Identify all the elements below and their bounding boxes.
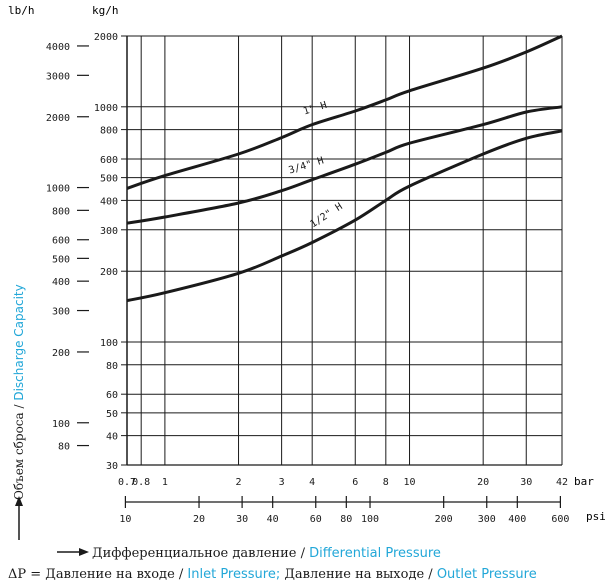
- x-bar-tick-label: 30: [520, 477, 532, 488]
- y-axis-arrow-head: [15, 496, 23, 506]
- dp-inlet-pressure-en: Inlet Pressure;: [187, 567, 280, 582]
- y-kg-tick-label: 600: [100, 155, 118, 166]
- x-psi-tick-label: 300: [478, 514, 496, 525]
- x-bar-tick-label: 0.7: [118, 477, 136, 488]
- y-kg-tick-label: 2000: [94, 32, 118, 43]
- y-lb-tick-label: 300: [52, 307, 70, 318]
- x-bar-tick-label: 8: [383, 477, 389, 488]
- y-axis-title-ru: Объем сброса: [12, 412, 26, 500]
- dp-definition-prefix: ΔP = Давление на входе /: [8, 567, 187, 582]
- y-lb-tick-label: 400: [52, 277, 70, 288]
- axis-labels: lb/h kg/h bar psi Объем сброса / Dischar…: [8, 4, 605, 582]
- plot-frame: [126, 36, 562, 466]
- y-kg-tick-label: 100: [100, 338, 118, 349]
- x-psi-tick-label: 40: [267, 514, 279, 525]
- y-kg-tick-label: 30: [106, 461, 118, 472]
- y-axis-title-en: Discharge Capacity: [12, 284, 26, 400]
- x-bar-tick-label: 20: [477, 477, 489, 488]
- y-lb-tick-label: 80: [58, 442, 70, 453]
- y-kg-tick-label: 300: [100, 226, 118, 237]
- x-axis-title-en: Differential Pressure: [309, 546, 441, 561]
- y-lb-tick-label: 600: [52, 236, 70, 247]
- x-bar-tick-label: 10: [404, 477, 416, 488]
- y-lb-tick-label: 800: [52, 206, 70, 217]
- x-psi-tick-label: 30: [236, 514, 248, 525]
- y-left-unit-label: lb/h: [8, 4, 35, 17]
- x-psi-tick-label: 20: [193, 514, 205, 525]
- capacity-curves: 1" H3/4" H1/2" H: [126, 34, 563, 303]
- x-psi-tick-label: 80: [340, 514, 352, 525]
- x-bar-tick-label: 4: [309, 477, 315, 488]
- series-line: [126, 34, 563, 190]
- x-bar-tick-label: 1: [162, 477, 168, 488]
- x-axis-title-ru: Дифференциальное давление: [92, 546, 297, 561]
- dp-definition-mid: Давление на выходе /: [280, 567, 437, 582]
- x-psi-tick-label: 600: [551, 514, 569, 525]
- series-line: [126, 129, 563, 303]
- y-lb-tick-label: 1000: [46, 184, 70, 195]
- x-psi-tick-label: 400: [508, 514, 526, 525]
- x-top-unit-label: bar: [574, 475, 594, 488]
- grid-lines: [126, 35, 563, 466]
- y-kg-tick-label: 50: [106, 409, 118, 420]
- x-psi-tick-label: 60: [310, 514, 322, 525]
- svg-text:Дифференциальное давление / Di: Дифференциальное давление / Differential…: [92, 546, 441, 561]
- y-lb-tick-label: 3000: [46, 71, 70, 82]
- y-lb-tick-label: 2000: [46, 113, 70, 124]
- x-bar-tick-label: 2: [236, 477, 242, 488]
- x-psi-tick-label: 10: [119, 514, 131, 525]
- y-kg-tick-label: 80: [106, 361, 118, 372]
- series-line: [126, 105, 563, 225]
- svg-text:ΔP = Давление на входе / Inlet: ΔP = Давление на входе / Inlet Pressure;…: [8, 567, 537, 582]
- x-axis-title-sep: /: [296, 546, 309, 561]
- y-lb-tick-label: 4000: [46, 42, 70, 53]
- dp-outlet-pressure-en: Outlet Pressure: [437, 567, 537, 582]
- y-lb-tick-label: 500: [52, 254, 70, 265]
- y-kg-tick-label: 60: [106, 390, 118, 401]
- x-psi-tick-label: 100: [361, 514, 379, 525]
- y-kg-tick-label: 1000: [94, 103, 118, 114]
- y-kg-tick-label: 800: [100, 126, 118, 137]
- y-axis-title-sep: /: [12, 401, 26, 413]
- x-bottom-unit-label: psi: [586, 510, 605, 523]
- y-kg-tick-label: 500: [100, 174, 118, 185]
- y-kg-tick-label: 400: [100, 196, 118, 207]
- svg-text:Объем сброса / Discharge Capac: Объем сброса / Discharge Capacity: [12, 284, 26, 500]
- y-right-unit-label: kg/h: [92, 4, 119, 17]
- series-label: 1/2" H: [308, 201, 344, 230]
- axis-ticks: 2000 1000 800 600 500 400 300 200 100 80 60 50 40 30 4…: [46, 32, 570, 525]
- x-bar-tick-label: 3: [279, 477, 285, 488]
- x-psi-tick-label: 200: [435, 514, 453, 525]
- x-bar-tick-label: 0.8: [132, 477, 150, 488]
- x-bar-tick-label: 42: [556, 477, 568, 488]
- series-label: 1" H: [302, 100, 328, 118]
- y-kg-tick-label: 200: [100, 267, 118, 278]
- y-lb-tick-label: 100: [52, 419, 70, 430]
- y-lb-tick-label: 200: [52, 348, 70, 359]
- x-axis-arrow-head: [79, 548, 89, 556]
- x-bar-tick-label: 6: [352, 477, 358, 488]
- y-kg-tick-label: 40: [106, 432, 118, 443]
